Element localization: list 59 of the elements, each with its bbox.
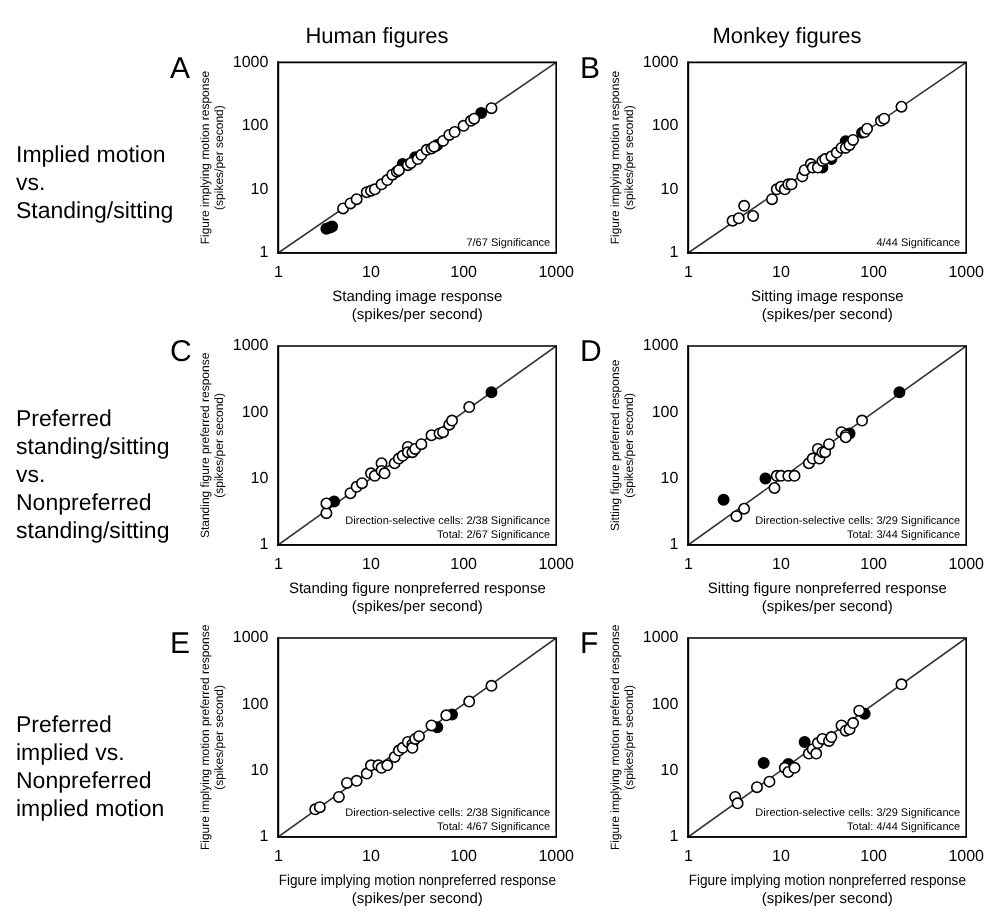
x-tick-label: 1 bbox=[273, 846, 284, 865]
y-tick-label: 100 bbox=[651, 402, 680, 421]
text: F bbox=[580, 627, 599, 662]
x-tick-label: 100 bbox=[860, 846, 889, 865]
x-tick-label: 10 bbox=[362, 846, 381, 865]
x-tick-label: 1 bbox=[683, 262, 694, 281]
text: E bbox=[170, 627, 191, 662]
y-tick-label: 100 bbox=[651, 694, 680, 713]
x-tick-label: 1 bbox=[683, 554, 694, 573]
y-tick-label: 1000 bbox=[642, 52, 680, 71]
x-tick-label: 10 bbox=[772, 262, 791, 281]
y-tick-label: 100 bbox=[241, 116, 270, 135]
y-tick-label: 1000 bbox=[232, 52, 270, 71]
text: D bbox=[580, 335, 602, 370]
text: Preferred implied vs. Nonpreferred implied motion bbox=[16, 712, 167, 824]
x-tick-label: 100 bbox=[450, 554, 479, 573]
x-tick-label: 1000 bbox=[538, 262, 576, 281]
x-tick-label: 1000 bbox=[538, 554, 576, 573]
y-tick-label: 1 bbox=[259, 535, 270, 554]
x-tick-label: 100 bbox=[450, 262, 479, 281]
x-tick-label: 10 bbox=[362, 554, 381, 573]
x-tick-label: 10 bbox=[362, 262, 381, 281]
y-tick-label: 100 bbox=[651, 116, 680, 135]
text: C bbox=[170, 335, 192, 370]
y-tick-label: 1 bbox=[669, 535, 680, 554]
y-tick-label: 10 bbox=[250, 760, 270, 779]
x-tick-label: 10 bbox=[772, 846, 791, 865]
x-tick-label: 100 bbox=[860, 262, 889, 281]
y-tick-label: 1000 bbox=[642, 628, 680, 647]
y-tick-label: 10 bbox=[250, 179, 270, 198]
text: Preferred standing/sitting vs. Nonpreferred standing/sitting bbox=[16, 406, 170, 546]
text: Implied motion vs. Standing/sitting bbox=[16, 141, 174, 225]
text: A bbox=[170, 51, 191, 86]
y-tick-label: 10 bbox=[660, 179, 680, 198]
chart-title: Monkey figures bbox=[712, 25, 863, 50]
y-tick-label: 100 bbox=[241, 402, 270, 421]
y-tick-label: 10 bbox=[660, 760, 680, 779]
x-tick-label: 1000 bbox=[538, 846, 576, 865]
chart-title: Human figures bbox=[305, 25, 450, 50]
x-tick-label: 1000 bbox=[948, 262, 986, 281]
x-tick-label: 1 bbox=[683, 846, 694, 865]
x-tick-label: 1000 bbox=[948, 554, 986, 573]
y-tick-label: 1 bbox=[259, 827, 270, 846]
y-tick-label: 1000 bbox=[232, 336, 270, 355]
x-tick-label: 1000 bbox=[948, 846, 986, 865]
text: B bbox=[580, 51, 601, 86]
y-tick-label: 10 bbox=[660, 468, 680, 487]
x-tick-label: 100 bbox=[450, 846, 479, 865]
y-tick-label: 1 bbox=[669, 243, 680, 262]
x-tick-label: 100 bbox=[860, 554, 889, 573]
y-tick-label: 1 bbox=[259, 243, 270, 262]
x-tick-label: 1 bbox=[273, 554, 284, 573]
y-tick-label: 100 bbox=[241, 694, 270, 713]
x-tick-label: 1 bbox=[273, 262, 284, 281]
y-tick-label: 1000 bbox=[642, 336, 680, 355]
x-tick-label: 10 bbox=[772, 554, 791, 573]
y-tick-label: 10 bbox=[250, 468, 270, 487]
y-tick-label: 1 bbox=[669, 827, 680, 846]
y-tick-label: 1000 bbox=[232, 628, 270, 647]
